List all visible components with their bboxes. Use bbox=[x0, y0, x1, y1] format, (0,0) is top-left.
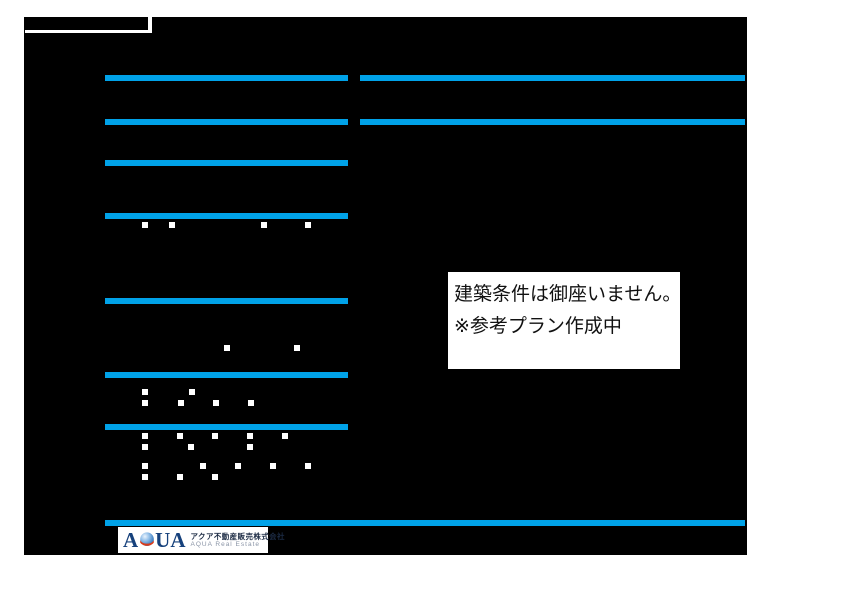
micro-text-dot bbox=[142, 444, 148, 450]
micro-text-dot bbox=[247, 433, 253, 439]
notice-line-1: 建築条件は御座いません。 bbox=[454, 284, 682, 305]
micro-text-dot bbox=[213, 400, 219, 406]
micro-text-dot bbox=[142, 474, 148, 480]
micro-text-dot bbox=[270, 463, 276, 469]
divider-rule bbox=[105, 372, 348, 378]
micro-text-dot bbox=[247, 444, 253, 450]
micro-text-dot bbox=[305, 463, 311, 469]
micro-text-dot bbox=[212, 474, 218, 480]
divider-rule bbox=[105, 424, 348, 430]
micro-text-dot bbox=[235, 463, 241, 469]
title-tab-placeholder bbox=[25, 17, 152, 33]
micro-text-dot bbox=[177, 474, 183, 480]
divider-rule bbox=[105, 160, 348, 166]
divider-rule bbox=[360, 119, 745, 125]
company-name-jp: アクア不動産販売株式会社 bbox=[190, 531, 285, 541]
micro-text-dot bbox=[305, 222, 311, 228]
micro-text-dot bbox=[294, 345, 300, 351]
aqua-globe-icon bbox=[140, 532, 154, 546]
micro-text-dot bbox=[142, 400, 148, 406]
company-name-block: アクア不動産販売株式会社 AQUA Real Estate bbox=[191, 532, 285, 549]
micro-text-dot bbox=[178, 400, 184, 406]
micro-text-dot bbox=[142, 433, 148, 439]
brand-letter-a: A bbox=[123, 527, 139, 552]
micro-text-dot bbox=[282, 433, 288, 439]
micro-text-dot bbox=[261, 222, 267, 228]
divider-rule bbox=[360, 75, 745, 81]
micro-text-dot bbox=[142, 222, 148, 228]
micro-text-dot bbox=[177, 433, 183, 439]
micro-text-dot bbox=[200, 463, 206, 469]
company-logo: A UA アクア不動産販売株式会社 AQUA Real Estate bbox=[118, 527, 285, 553]
company-name-en: AQUA Real Estate bbox=[190, 540, 260, 548]
divider-rule bbox=[105, 75, 348, 81]
micro-text-dot bbox=[169, 222, 175, 228]
micro-text-dot bbox=[142, 389, 148, 395]
divider-rule bbox=[105, 520, 745, 526]
micro-text-dot bbox=[189, 389, 195, 395]
micro-text-dot bbox=[188, 444, 194, 450]
micro-text-dot bbox=[212, 433, 218, 439]
divider-rule bbox=[105, 119, 348, 125]
notice-line-2: ※参考プラン作成中 bbox=[454, 316, 622, 337]
micro-text-dot bbox=[248, 400, 254, 406]
brand-letters-ua: UA bbox=[155, 527, 186, 552]
brand-wordmark: A UA bbox=[123, 527, 186, 552]
divider-rule bbox=[105, 213, 348, 219]
divider-rule bbox=[105, 298, 348, 304]
micro-text-dot bbox=[224, 345, 230, 351]
notice-box: 建築条件は御座いません。 ※参考プラン作成中 bbox=[448, 272, 682, 369]
micro-text-dot bbox=[142, 463, 148, 469]
